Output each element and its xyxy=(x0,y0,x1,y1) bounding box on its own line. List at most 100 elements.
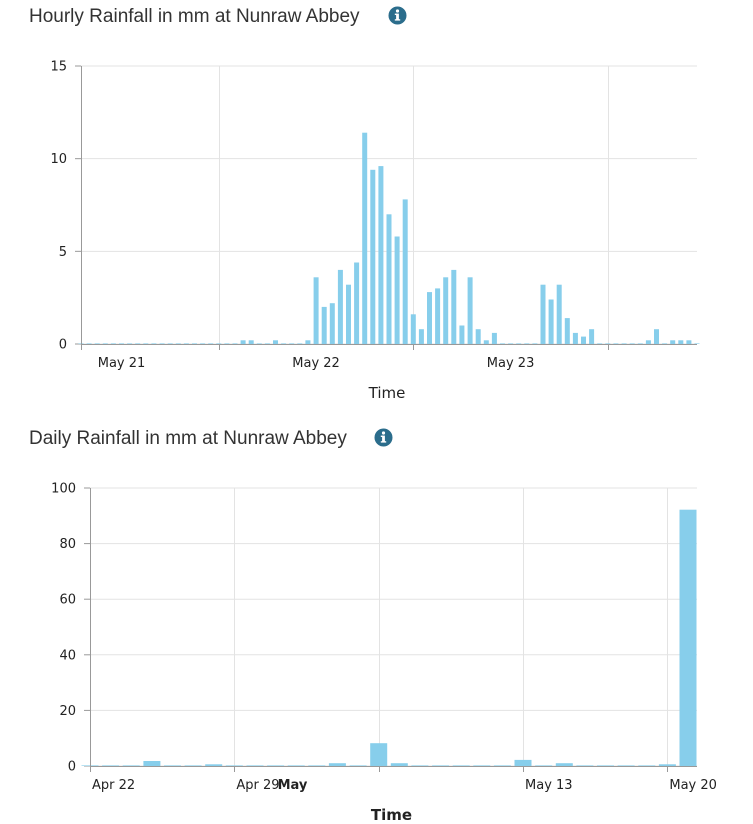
bar xyxy=(576,765,594,766)
bar xyxy=(349,765,367,766)
y-tick-label: 0 xyxy=(68,760,76,775)
bar xyxy=(678,340,684,344)
bar xyxy=(617,765,635,766)
bar xyxy=(638,765,656,766)
bar xyxy=(205,764,223,766)
bar xyxy=(378,166,384,344)
bar xyxy=(200,343,206,344)
bar xyxy=(581,336,586,344)
bar xyxy=(637,343,643,344)
bar xyxy=(427,292,432,344)
bar xyxy=(208,343,214,344)
bar xyxy=(613,343,619,344)
bar xyxy=(483,340,489,344)
bar xyxy=(564,318,570,344)
bar xyxy=(264,343,270,344)
bar xyxy=(390,763,408,766)
y-tick-label: 60 xyxy=(59,593,76,608)
info-circle-icon[interactable] xyxy=(374,428,393,447)
bar xyxy=(686,340,692,344)
bar xyxy=(248,340,254,344)
bar xyxy=(164,765,181,766)
bar xyxy=(459,325,465,344)
bar xyxy=(159,343,165,344)
y-tick-label: 80 xyxy=(59,537,76,552)
bar xyxy=(151,343,157,344)
bar xyxy=(475,329,481,344)
bar xyxy=(256,343,262,344)
info-circle-icon[interactable] xyxy=(388,6,407,25)
bar xyxy=(287,765,305,766)
bar xyxy=(273,340,278,344)
bar xyxy=(94,343,100,344)
bar xyxy=(402,199,408,344)
bar xyxy=(346,284,351,344)
x-tick-label: May 20 xyxy=(669,778,717,793)
y-tick-label: 20 xyxy=(59,704,76,719)
bar xyxy=(621,343,627,344)
daily-rainfall-panel: Daily Rainfall in mm at Nunraw Abbey 0 20… xyxy=(0,422,753,824)
bar xyxy=(362,132,368,344)
y-tick-label: 5 xyxy=(59,245,67,260)
bar xyxy=(313,277,319,344)
bar xyxy=(386,214,392,344)
bar xyxy=(654,329,659,344)
bar xyxy=(267,765,285,766)
bar xyxy=(508,343,514,344)
bar xyxy=(514,759,532,766)
x-tick-label: Apr 29 xyxy=(236,778,279,793)
bar xyxy=(451,269,457,344)
bar xyxy=(548,299,554,344)
bar xyxy=(110,343,116,344)
bar xyxy=(370,169,376,344)
x-tick-label: May 21 xyxy=(98,356,146,371)
bar xyxy=(246,765,264,766)
bar xyxy=(435,288,441,344)
bar xyxy=(443,277,449,344)
bar xyxy=(589,329,595,344)
bar xyxy=(216,343,222,344)
y-tick-label: 40 xyxy=(59,648,76,663)
bar xyxy=(556,284,562,344)
chart-title: Daily Rainfall in mm at Nunraw Abbey xyxy=(29,428,347,449)
bar xyxy=(555,763,573,766)
bar xyxy=(183,343,189,344)
bar xyxy=(411,765,429,766)
bar xyxy=(225,765,243,766)
bar xyxy=(143,343,149,344)
bar xyxy=(328,763,346,766)
bar xyxy=(597,343,603,344)
bar xyxy=(394,236,400,344)
bar xyxy=(410,314,416,344)
bar xyxy=(645,340,651,344)
bar xyxy=(432,765,450,766)
bar xyxy=(572,332,578,344)
x-tick-label: May xyxy=(278,778,308,793)
bar xyxy=(143,761,161,766)
bar xyxy=(694,343,700,344)
x-axis-label: Time xyxy=(371,806,412,824)
y-tick-label: 10 xyxy=(50,152,67,167)
y-tick-label: 15 xyxy=(50,60,67,75)
bar xyxy=(418,329,424,344)
bar xyxy=(473,765,491,766)
bar xyxy=(329,303,335,344)
bar xyxy=(184,765,202,766)
bar xyxy=(232,343,238,344)
bar xyxy=(679,509,697,766)
bar xyxy=(540,284,546,344)
bar xyxy=(119,343,124,344)
bar xyxy=(337,269,343,344)
x-tick-label: May 13 xyxy=(525,778,573,793)
bar xyxy=(175,343,181,344)
bar xyxy=(297,343,303,344)
bar xyxy=(305,340,311,344)
x-tick-label: May 22 xyxy=(292,356,340,371)
bar xyxy=(658,764,676,766)
x-tick-label: Apr 22 xyxy=(92,778,135,793)
bar xyxy=(629,343,635,344)
bar xyxy=(192,343,197,344)
bar xyxy=(167,343,173,344)
bar xyxy=(467,277,473,344)
